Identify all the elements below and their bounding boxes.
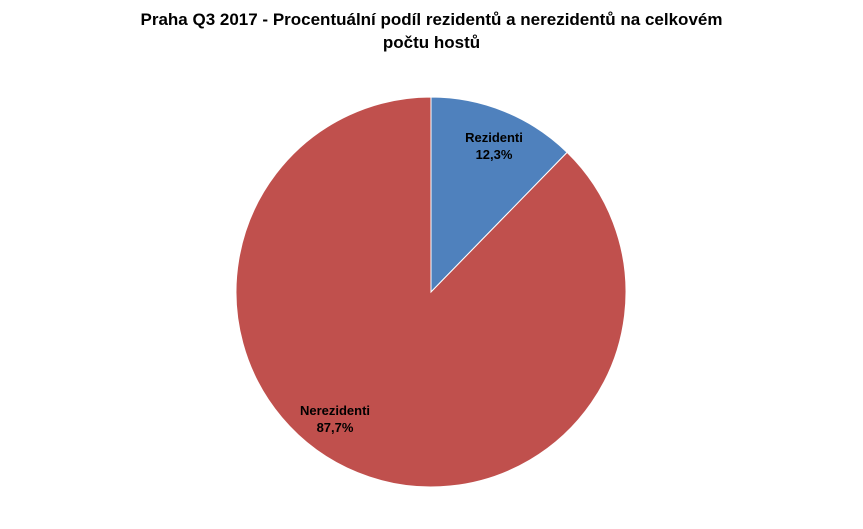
pie-slice-rezidenti	[430, 96, 568, 294]
pie-slice-nerezidenti	[235, 96, 627, 488]
slice-label-value-nerezidenti: 87,7%	[317, 420, 354, 435]
chart-title: Praha Q3 2017 - Procentuální podíl rezid…	[0, 8, 863, 54]
chart-title-line-2: počtu hostů	[382, 33, 481, 52]
slice-label-name-rezidenti: Rezidenti	[465, 130, 523, 145]
slice-label-name-nerezidenti: Nerezidenti	[300, 403, 370, 418]
pie-labels: Rezidenti 12,3% Nerezidenti 87,7%	[300, 130, 523, 435]
pie-slices	[235, 96, 627, 488]
slice-label-value-rezidenti: 12,3%	[476, 147, 513, 162]
chart-title-line-1: Praha Q3 2017 - Procentuální podíl rezid…	[140, 10, 723, 29]
